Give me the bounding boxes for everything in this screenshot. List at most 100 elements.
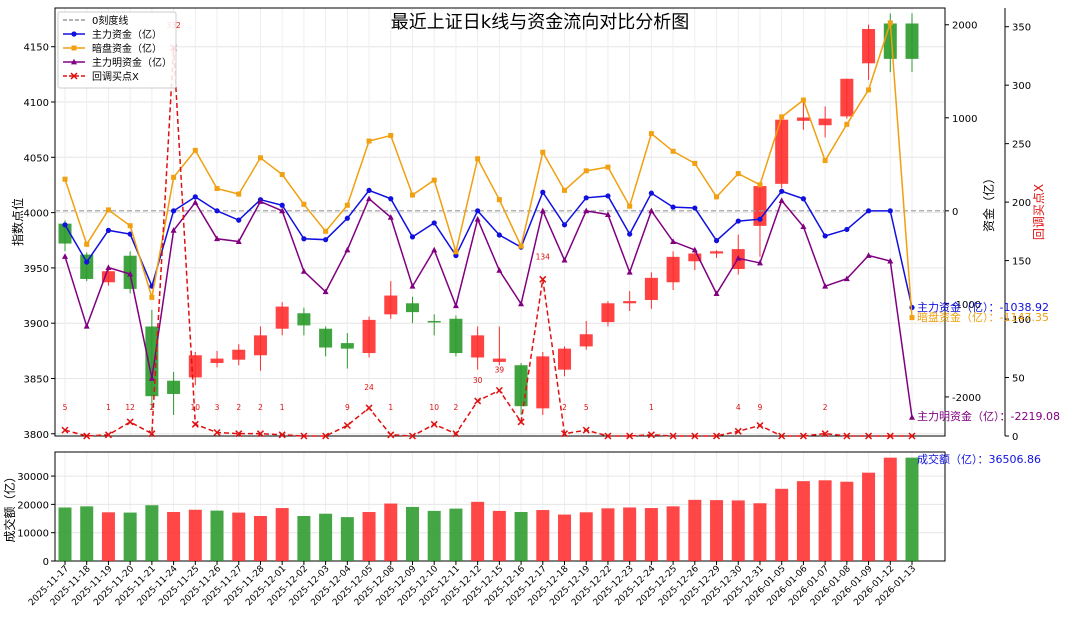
buy-point-point: [582, 426, 590, 434]
main-visible-fund-point: [604, 211, 611, 217]
buy-point-label: 4: [736, 403, 741, 412]
dark-fund-point: [301, 201, 307, 207]
main-fund-point: [713, 238, 720, 244]
buy-point-point: [843, 432, 851, 440]
candle-body: [623, 301, 637, 304]
main-fund-point: [84, 259, 90, 265]
main-visible-fund-point: [452, 302, 459, 309]
buy-point-label: 5: [584, 403, 589, 412]
main-visible-fund-point: [518, 300, 525, 307]
dark-fund-point: [800, 97, 806, 103]
main-fund-point: [214, 208, 220, 214]
buy-point-point: [517, 418, 525, 426]
candle-body: [666, 256, 680, 283]
dark-fund-point: [735, 171, 741, 177]
buy-point-point: [886, 432, 894, 440]
main-visible-fund-point: [691, 246, 698, 253]
buy-point-point: [256, 430, 264, 438]
buy-point-point: [235, 430, 243, 438]
y-tick-label: 4000: [24, 209, 49, 220]
buy-point-label: 2: [823, 403, 828, 412]
volume-bar: [427, 510, 441, 561]
fund-axis-label: 资金（亿）: [981, 172, 996, 232]
main-visible-fund-point: [431, 246, 438, 253]
candle-body: [471, 335, 485, 358]
dark-fund-point: [171, 174, 177, 180]
dark-fund-point: [105, 207, 111, 213]
buy-point-label: 24: [364, 383, 374, 392]
candle-body: [167, 380, 181, 394]
volume-bar: [536, 510, 550, 561]
fund-tick-label: -2000: [952, 393, 981, 404]
buy-point-label: 5: [63, 403, 68, 412]
buy-point-point: [104, 431, 112, 439]
buy-point-label: 9: [758, 403, 763, 412]
buy-point-point: [278, 431, 286, 439]
candle-body: [101, 271, 115, 283]
dark-fund-point: [605, 164, 611, 170]
buy-point-point: [908, 432, 916, 440]
volume-bar: [362, 512, 376, 561]
buy-point-label: 2: [258, 403, 263, 412]
main-fund-point: [388, 196, 394, 202]
main-visible-fund-point: [62, 253, 68, 259]
volume-bar: [101, 512, 115, 561]
buy-tick-label: 50: [1012, 374, 1025, 385]
main-visible-fund-point: [822, 283, 829, 289]
buy-point-label: 39: [495, 365, 505, 374]
main-fund-point: [323, 237, 329, 243]
volume-end-annotation: 成交额（亿）：36506.86: [917, 452, 1041, 466]
volume-bar: [688, 499, 702, 561]
main-visible-fund-point: [735, 255, 742, 261]
candle-body: [427, 320, 441, 323]
buy-point-label: 2: [236, 403, 241, 412]
main-visible-fund-line: [64, 197, 913, 418]
y-tick-label: 3950: [24, 264, 49, 275]
dark-fund-point: [84, 241, 90, 247]
dark-fund-point: [540, 149, 546, 155]
main-visible-fund-point: [170, 227, 177, 233]
main-fund-point: [127, 231, 133, 237]
dark-fund-point: [779, 114, 785, 120]
y-tick-label: 4100: [24, 98, 49, 109]
candle-body: [145, 326, 159, 397]
legend-marker: [71, 58, 77, 65]
legend-label: 主力资金（亿）: [92, 28, 162, 41]
main-visible-fund-point: [583, 207, 590, 214]
main-fund-point: [605, 193, 611, 199]
buy-point-point: [452, 430, 460, 438]
dark-fund-point: [518, 243, 524, 249]
dark-fund-point: [149, 294, 155, 300]
buy-point-point: [756, 421, 764, 430]
main-visible-fund-point: [83, 323, 90, 329]
main-fund-point: [170, 208, 177, 214]
buy-point-point: [604, 432, 612, 440]
volume-bar: [210, 510, 224, 561]
candle-body: [232, 349, 246, 360]
candle-body: [644, 277, 658, 300]
buy-point-point: [647, 431, 655, 439]
dark-fund-point: [670, 148, 676, 154]
buy-point-label: 2: [454, 403, 459, 412]
main-visible-fund-point: [670, 238, 677, 244]
main-fund-point: [887, 208, 893, 214]
dark-fund-point: [344, 202, 350, 208]
buy-point-point: [734, 427, 742, 435]
candle-body: [297, 313, 311, 326]
buy-tick-label: 250: [1012, 140, 1031, 151]
buy-tick-label: 100: [1012, 315, 1031, 326]
buy-point-label: 1: [649, 403, 654, 412]
dark-fund-point: [496, 197, 502, 203]
buy-point-point: [343, 421, 351, 430]
candle-body: [275, 306, 289, 329]
main-fund-point: [409, 234, 416, 240]
buy-point-label: 1: [280, 403, 285, 412]
buy-point-label: 2: [562, 403, 567, 412]
buy-tick-label: 150: [1012, 257, 1031, 268]
dark-fund-point: [388, 132, 394, 138]
buy-point-point: [148, 430, 156, 438]
dark-fund-point: [475, 156, 481, 162]
main-fund-point: [757, 216, 763, 222]
main-visible-fund-point: [387, 214, 394, 220]
main-visible-fund-point: [127, 270, 134, 277]
